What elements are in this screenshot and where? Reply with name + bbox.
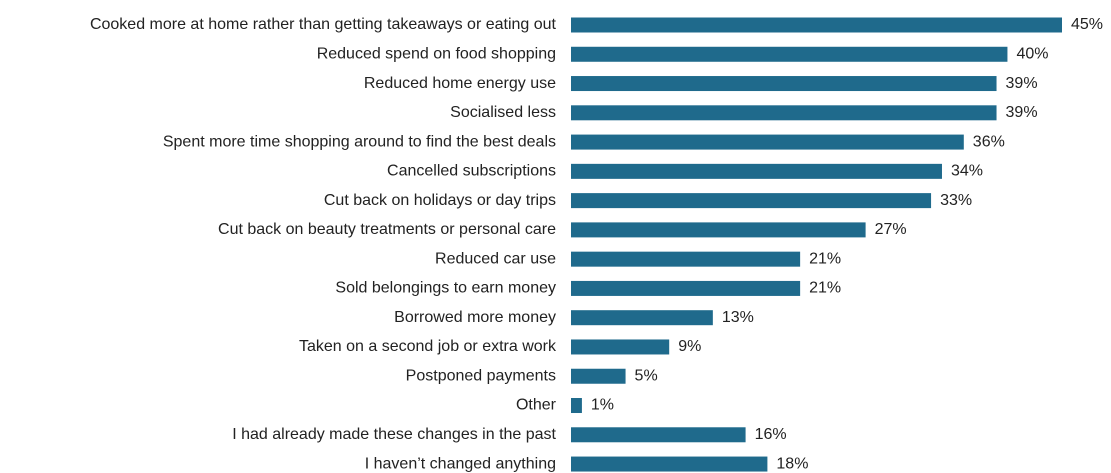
value-label: 40%: [1016, 45, 1048, 62]
value-label: 9%: [678, 338, 701, 355]
category-label: Socialised less: [450, 104, 556, 121]
bar: [571, 17, 1062, 33]
category-label: Reduced spend on food shopping: [317, 45, 556, 62]
category-label: Cut back on beauty treatments or persona…: [218, 221, 556, 238]
bar: [571, 427, 746, 443]
bar: [571, 310, 713, 326]
category-label: I had already made these changes in the …: [232, 426, 556, 443]
category-label: Reduced home energy use: [364, 75, 556, 92]
bar: [571, 222, 866, 238]
bar: [571, 193, 932, 209]
category-label: Postponed payments: [406, 367, 556, 384]
value-label: 39%: [1006, 104, 1038, 121]
category-label: I haven’t changed anything: [365, 455, 556, 472]
category-label: Cancelled subscriptions: [387, 163, 556, 180]
category-label: Taken on a second job or extra work: [299, 338, 557, 355]
category-label: Cooked more at home rather than getting …: [90, 16, 557, 33]
bar: [571, 368, 626, 384]
bar: [571, 339, 670, 355]
value-label: 33%: [940, 192, 972, 209]
bar: [571, 456, 768, 472]
category-label: Cut back on holidays or day trips: [324, 192, 556, 209]
value-label: 34%: [951, 163, 983, 180]
category-label: Spent more time shopping around to find …: [163, 133, 556, 150]
value-label: 5%: [635, 367, 658, 384]
value-label: 21%: [809, 250, 841, 267]
bar: [571, 280, 801, 296]
bar: [571, 251, 801, 267]
category-label: Sold belongings to earn money: [335, 280, 556, 297]
bar: [571, 163, 942, 179]
value-label: 13%: [722, 309, 754, 326]
category-label: Other: [516, 397, 557, 414]
bar: [571, 105, 997, 121]
bar: [571, 76, 997, 92]
value-label: 1%: [591, 397, 614, 414]
bar: [571, 398, 582, 414]
bar: [571, 46, 1008, 62]
value-label: 36%: [973, 133, 1005, 150]
value-label: 18%: [776, 455, 808, 472]
value-label: 16%: [755, 426, 787, 443]
value-label: 21%: [809, 280, 841, 297]
category-label: Reduced car use: [435, 250, 556, 267]
value-label: 27%: [875, 221, 907, 238]
value-label: 45%: [1071, 16, 1103, 33]
category-label: Borrowed more money: [394, 309, 556, 326]
bar: [571, 134, 964, 150]
value-label: 39%: [1006, 75, 1038, 92]
